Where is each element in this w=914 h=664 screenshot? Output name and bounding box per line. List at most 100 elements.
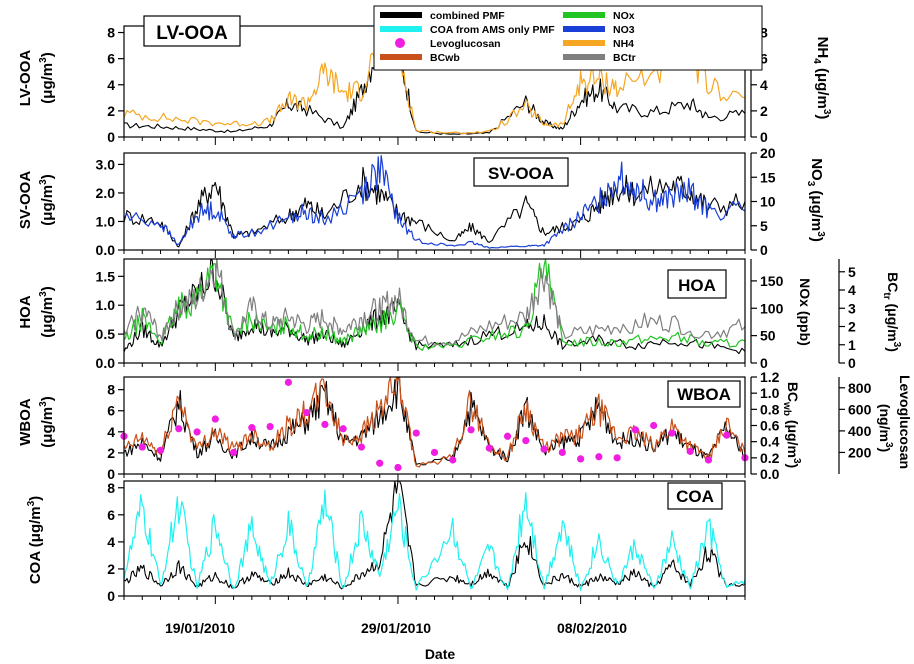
rtick-label-p3-1-0: 0 bbox=[848, 355, 856, 371]
legend-swatch-5 bbox=[563, 40, 605, 46]
ytick-label-p1-1: 2 bbox=[107, 103, 115, 119]
levoglucosan-point bbox=[376, 459, 384, 467]
ytick-label-p3-3: 1.5 bbox=[96, 268, 116, 284]
ytick-label-p5-4: 8 bbox=[107, 480, 115, 496]
panel-title-coa: COA bbox=[667, 482, 723, 510]
plot-layer bbox=[120, 25, 749, 592]
series-line-p2-no3 bbox=[123, 155, 746, 249]
rtick-label-p4-0-6: 1.2 bbox=[760, 369, 780, 385]
levoglucosan-point bbox=[613, 454, 621, 462]
ylabel-lvooa: LV-OOA bbox=[17, 50, 34, 107]
xtick-label-2: 08/02/2010 bbox=[557, 620, 627, 636]
levoglucosan-point bbox=[211, 415, 219, 423]
levoglucosan-point bbox=[156, 446, 165, 454]
xtick-label-0: 19/01/2010 bbox=[165, 620, 235, 636]
series-line-p5-combined-pmf bbox=[123, 480, 746, 590]
levoglucosan-point bbox=[650, 421, 658, 430]
rtick-label-p2-0-3: 15 bbox=[760, 169, 776, 185]
ytick-label-p4-0: 0 bbox=[107, 466, 115, 482]
levoglucosan-point bbox=[175, 425, 183, 433]
panel-title-svooa-text: SV-OOA bbox=[488, 164, 554, 183]
levoglucosan-point bbox=[266, 422, 274, 431]
levoglucosan-point bbox=[558, 448, 566, 457]
rtick-label-p4-1-3: 800 bbox=[848, 380, 872, 396]
ylabel-svooa: SV-OOA bbox=[17, 171, 34, 230]
ytick-label-p4-3: 6 bbox=[107, 403, 115, 419]
ytick-label-p3-0: 0.0 bbox=[96, 355, 116, 371]
ylabel-wboa: WBOA bbox=[17, 398, 34, 446]
levoglucosan-point bbox=[321, 420, 329, 429]
panel-frame-p2 bbox=[123, 152, 746, 251]
yunit-lvooa: (μg/m3) bbox=[38, 52, 56, 103]
rtick-label-p2-0-2: 10 bbox=[760, 194, 776, 210]
rtick-label-p4-0-4: 0.8 bbox=[760, 401, 780, 417]
ytick-label-p1-3: 6 bbox=[107, 51, 115, 67]
panel-title-wboa-text: WBOA bbox=[677, 385, 731, 404]
series-line-p3-combined-pmf bbox=[123, 258, 746, 355]
legend: combined PMF NOx COA from AMS only PMF NO3 L… bbox=[373, 5, 763, 71]
legend-label-0: combined PMF bbox=[430, 10, 505, 22]
rtick-label-p3-0-3: 150 bbox=[760, 273, 784, 289]
rtick-label-p4-0-5: 1.0 bbox=[760, 385, 780, 401]
levoglucosan-point bbox=[704, 456, 713, 464]
rtick-label-p2-0-1: 5 bbox=[760, 218, 768, 234]
ytick-label-p4-4: 8 bbox=[107, 382, 115, 398]
legend-label-1: NOx bbox=[613, 10, 635, 22]
panel-frame-p3 bbox=[123, 258, 746, 364]
rlabel-bcwb: BCwb (μg/m3) bbox=[781, 382, 802, 468]
levoglucosan-point bbox=[248, 424, 256, 432]
levoglucosan-point bbox=[412, 429, 420, 437]
series-line-p1-nh4 bbox=[123, 25, 746, 135]
series-line-p2-combined-pmf bbox=[123, 166, 746, 248]
ytick-label-p2-3: 3.0 bbox=[96, 156, 116, 172]
legend-label-2: COA from AMS only PMF bbox=[430, 24, 555, 36]
ytick-label-p1-2: 4 bbox=[107, 77, 115, 93]
legend-swatch-3 bbox=[563, 26, 605, 32]
rtick-label-p1-0-4: 8 bbox=[760, 25, 768, 41]
rtick-label-p3-0-1: 50 bbox=[760, 328, 776, 344]
levoglucosan-point bbox=[595, 453, 603, 461]
rlabel-no3: NO3 (μg/m3) bbox=[805, 158, 826, 242]
ylabel-coa: COA (μg/m3) bbox=[26, 496, 44, 584]
panel-title-hoa-text: HOA bbox=[678, 276, 716, 295]
rtick-label-p4-0-2: 0.4 bbox=[760, 434, 780, 450]
levoglucosan-point bbox=[522, 436, 530, 445]
levoglucosan-point bbox=[467, 426, 475, 434]
legend-label-3: NO3 bbox=[613, 24, 635, 36]
ytick-label-p5-3: 6 bbox=[107, 507, 115, 523]
rtick-label-p1-0-2: 4 bbox=[760, 77, 768, 93]
legend-swatch-6 bbox=[380, 54, 422, 60]
levoglucosan-point bbox=[394, 463, 402, 472]
series-line-p5-coa-from-ams-only-pmf bbox=[123, 489, 746, 592]
yunit-wboa: (μg/m3) bbox=[38, 396, 56, 447]
series-line-p3-nox bbox=[123, 258, 746, 351]
rtick-label-p1-0-1: 2 bbox=[760, 103, 768, 119]
levoglucosan-point bbox=[723, 431, 731, 439]
levoglucosan-point bbox=[540, 445, 548, 453]
rtick-label-p3-1-4: 4 bbox=[848, 282, 856, 298]
legend-label-5: NH4 bbox=[613, 38, 634, 50]
x-axis-label: Date bbox=[425, 646, 456, 662]
levoglucosan-point bbox=[449, 456, 457, 464]
levoglucosan-point bbox=[503, 432, 512, 440]
panel-title-wboa: WBOA bbox=[667, 380, 741, 408]
panel-title-lvooa: LV-OOA bbox=[143, 15, 241, 47]
levoglucosan-point bbox=[668, 429, 676, 437]
rtick-label-p1-0-3: 6 bbox=[760, 51, 768, 67]
ytick-label-p4-2: 4 bbox=[107, 424, 115, 440]
levoglucosan-point bbox=[357, 443, 366, 451]
levoglucosan-point bbox=[430, 448, 439, 457]
rlabel-levoglucosan: Levoglucosan bbox=[897, 375, 913, 469]
levoglucosan-point bbox=[686, 447, 694, 455]
levoglucosan-point bbox=[485, 444, 493, 452]
ytick-label-p2-2: 2.0 bbox=[96, 185, 116, 201]
rtick-label-p3-1-1: 1 bbox=[848, 337, 856, 353]
ylabel-hoa: HOA bbox=[17, 295, 34, 329]
rtick-label-p3-1-5: 5 bbox=[848, 264, 856, 280]
rlabel-nh4: NH4 (μg/m3) bbox=[811, 37, 832, 120]
rtick-label-p4-0-3: 0.6 bbox=[760, 418, 780, 434]
axes-layer: 02468024680.01.02.03.0051015200.00.51.01… bbox=[96, 25, 872, 604]
series-line-p3-bctr bbox=[123, 258, 746, 346]
yunit-svooa: (μg/m3) bbox=[38, 174, 56, 225]
